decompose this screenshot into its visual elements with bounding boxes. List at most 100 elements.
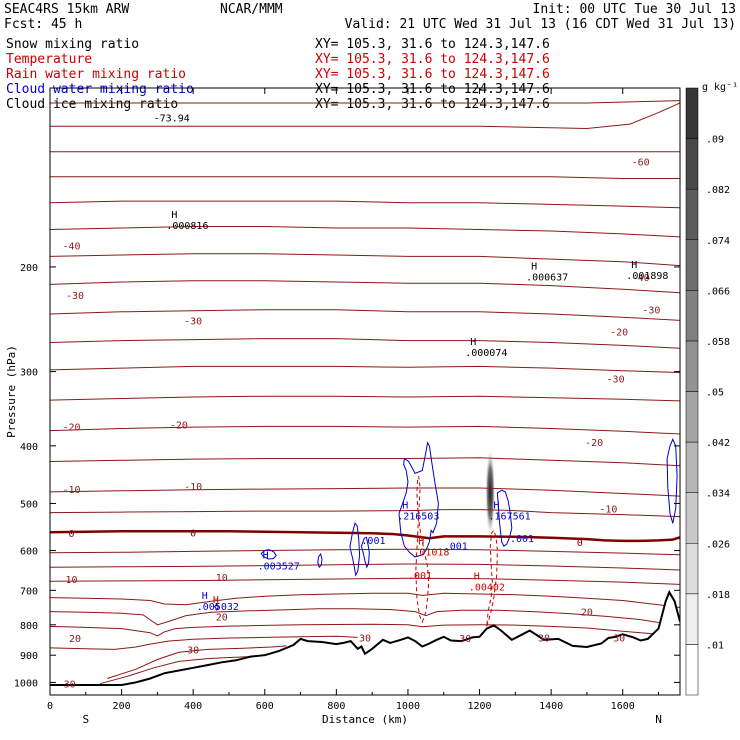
cloud-water-contour-0 [398, 441, 439, 558]
y-tick-label: 200 [20, 263, 38, 274]
y-tick-label: 400 [20, 442, 38, 453]
extremum-marker: H [402, 501, 408, 512]
isotherm-23 [107, 645, 287, 679]
isotherm-label: -10 [62, 485, 80, 496]
isotherm-label: 30 [64, 680, 76, 691]
extremum-marker: H [202, 591, 208, 602]
isotherm-8 [50, 176, 680, 179]
south-end-label: S [82, 713, 89, 726]
x-axis-title: Distance (km) [322, 713, 408, 726]
isotherm-24 [99, 656, 251, 685]
extremum-marker: H [531, 261, 537, 272]
isotherm-label: 10 [216, 573, 228, 584]
cloud-water-contour-1 [496, 489, 513, 547]
colorbar-bin [685, 441, 699, 493]
init-time: Init: 00 UTC Tue 30 Jul 13 [533, 2, 737, 17]
colorbar-bin [685, 290, 699, 342]
plot-contents: -20 -30 -40 -60 -73.94 -40 -30 -30 -30 -20 -20 -20 -… [50, 100, 680, 695]
isotherm-16 [50, 548, 680, 556]
cloud-water-contour-3 [360, 536, 370, 569]
isotherm-2 [50, 338, 680, 349]
field-name: Snow mixing ratio [6, 37, 139, 52]
x-tick-label: 200 [113, 701, 131, 712]
colorbar-label: .01 [706, 640, 724, 651]
colorbar-label: .074 [706, 236, 730, 247]
extremum-marker: H [493, 501, 499, 512]
colorbar: .01 .018 .026 .034 .042 .05 .058 .066 .074 .082 .0… [685, 82, 738, 696]
isotherm-label: 30 [187, 645, 199, 656]
colorbar-bin [685, 87, 699, 139]
isotherm-label: -20 [610, 328, 628, 339]
isotherm-4 [50, 280, 680, 294]
colorbar-bin [685, 593, 699, 645]
cloud-water-contour-2 [349, 522, 361, 577]
isotherm-20 [50, 608, 680, 629]
north-end-label: N [655, 713, 662, 726]
extremum-value: .000816 [166, 221, 208, 232]
isotherm-12 [50, 425, 680, 435]
y-tick-label: 700 [20, 586, 38, 597]
isotherm-label: -73.94 [154, 113, 190, 124]
colorbar-label: .082 [706, 185, 730, 196]
extremum-marker: H [470, 337, 476, 348]
x-tick-label: 400 [184, 701, 202, 712]
colorbar-unit: g kg⁻¹ [702, 82, 738, 93]
contour-value-label: .001 [361, 536, 385, 547]
field-name: Rain water mixing ratio [6, 67, 186, 82]
field-xy-range: XY= 105.3, 31.6 to 124.3,147.6 [315, 37, 550, 52]
terrain-line [50, 589, 680, 686]
plot-frame [49, 87, 681, 696]
field-name: Temperature [6, 52, 92, 67]
extremum-marker: H [171, 210, 177, 221]
extremum-value: .167561 [488, 512, 530, 523]
y-tick-label: 300 [20, 368, 38, 379]
x-tick-label: 1400 [539, 701, 563, 712]
isotherm-label: 30 [538, 633, 550, 644]
contour-value-label: H [213, 595, 219, 606]
isotherm-5 [50, 253, 680, 267]
isotherm-21 [50, 623, 680, 638]
isotherm-3 [50, 309, 680, 321]
isotherm-label: 20 [581, 608, 593, 619]
x-tick-label: 0 [47, 701, 53, 712]
isotherm-6 [50, 226, 680, 238]
isotherm-label: -40 [62, 241, 80, 252]
model-title: SEAC4RS 15km ARW [4, 2, 129, 17]
cloud-water-contour-4 [317, 552, 323, 569]
cloud-water-contour-7 [214, 603, 219, 611]
extremum-value: .000637 [526, 272, 568, 283]
isotherm-label: 30 [359, 634, 371, 645]
isotherm-0 [50, 395, 680, 402]
fields-legend: Snow mixing ratio XY= 105.3, 31.6 to 124.… [6, 37, 550, 112]
isotherm-label: 30 [613, 633, 625, 644]
isotherm-label: 0 [577, 538, 583, 549]
isotherm-17 [50, 563, 680, 571]
rain-contour-0 [415, 476, 430, 624]
colorbar-label: .034 [706, 489, 730, 500]
zero-isotherm [50, 530, 680, 543]
colorbar-bin [685, 138, 699, 190]
colorbar-bin [685, 492, 699, 544]
isotherm-label: 20 [69, 634, 81, 645]
x-tick-label: 600 [256, 701, 274, 712]
colorbar-bin [685, 391, 699, 443]
contour-value-label: .001 [444, 542, 468, 553]
ice-shading-0 [485, 452, 496, 542]
isotherm-7 [50, 200, 680, 209]
header: SEAC4RS 15km ARW NCAR/MMM Init: 00 UTC T… [4, 2, 736, 32]
colorbar-bin [685, 188, 699, 241]
colorbar-label: .05 [706, 388, 724, 399]
y-tick-label: 600 [20, 547, 38, 558]
extremum-marker: H [263, 550, 269, 561]
field-name: Cloud ice mixing ratio [6, 97, 178, 112]
field-xy-range: XY= 105.3, 31.6 to 124.3,147.6 [315, 97, 550, 112]
isotherm-label: -30 [184, 316, 202, 327]
isotherm-14 [50, 487, 680, 497]
forecast-hour: Fcst: 45 h [4, 17, 82, 32]
isotherm-label: -60 [632, 158, 650, 169]
plot-area: -20 -30 -40 -60 -73.94 -40 -30 -30 -30 -20 -20 -20 -… [5, 87, 681, 726]
extremum-value: .01018 [413, 547, 449, 558]
cloud-water-contour-5 [260, 549, 277, 560]
extremum-value: .216503 [397, 512, 439, 523]
